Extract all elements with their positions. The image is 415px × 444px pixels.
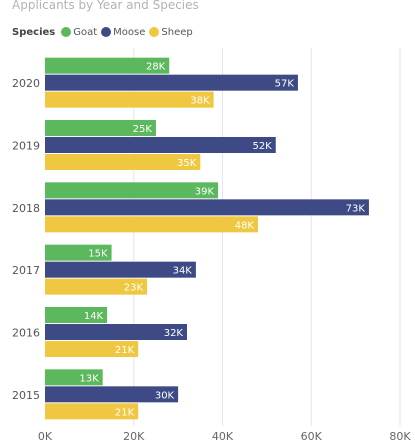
- data-label-moose-2018: 73K: [346, 203, 366, 214]
- data-label-goat-2017: 15K: [88, 249, 108, 260]
- bar-goat-2015: [45, 369, 103, 386]
- bar-sheep-2017: [45, 278, 148, 295]
- bar-goat-2018: [45, 182, 219, 199]
- bar-moose-2020: [45, 74, 298, 91]
- bar-moose-2017: [45, 261, 196, 278]
- bar-moose-2015: [45, 386, 179, 403]
- legend-label-goat: Goat: [73, 26, 98, 38]
- bar-sheep-2018: [45, 216, 258, 233]
- bar-sheep-2015: [45, 403, 139, 420]
- legend-item-moose[interactable]: Moose: [101, 27, 145, 38]
- data-label-sheep-2017: 23K: [124, 283, 144, 294]
- data-label-sheep-2016: 21K: [115, 345, 135, 356]
- bar-sheep-2016: [45, 341, 139, 357]
- data-label-moose-2019: 52K: [252, 141, 272, 152]
- chart-title: Applicants by Year and Species: [12, 0, 199, 12]
- x-tick-label-40K: 40K: [212, 430, 234, 443]
- data-label-goat-2016: 14K: [84, 311, 104, 322]
- data-label-goat-2020: 28K: [146, 62, 166, 73]
- y-tick-label-2016: 2016: [12, 327, 40, 340]
- legend-title: Species: [12, 26, 56, 38]
- legend-item-goat[interactable]: Goat: [61, 27, 97, 38]
- data-label-moose-2016: 32K: [164, 328, 184, 339]
- legend-item-sheep[interactable]: Sheep: [149, 26, 193, 38]
- legend-label-moose: Moose: [113, 26, 146, 38]
- x-tick-label-0K: 0K: [38, 430, 53, 443]
- data-label-moose-2020: 57K: [275, 79, 295, 90]
- x-tick-label-80K: 80K: [389, 430, 411, 443]
- bar-chart: 0K 20K 40K 60K 80K 2020 28K 57K 38K 2019 25K 52K 35K…: [12, 48, 411, 443]
- data-label-goat-2019: 25K: [133, 124, 153, 135]
- y-tick-label-2018: 2018: [12, 202, 40, 215]
- bar-moose-2019: [45, 137, 276, 153]
- data-label-sheep-2020: 38K: [190, 96, 210, 107]
- data-label-goat-2018: 39K: [195, 186, 215, 197]
- bar-goat-2017: [45, 244, 112, 261]
- data-label-moose-2015: 30K: [155, 390, 175, 401]
- legend-swatch-moose: [101, 27, 112, 37]
- legend-label-sheep: Sheep: [161, 26, 193, 38]
- legend-swatch-sheep: [149, 27, 160, 37]
- bar-moose-2016: [45, 324, 187, 340]
- data-label-goat-2015: 13K: [79, 373, 99, 384]
- x-tick-label-60K: 60K: [301, 430, 323, 443]
- bar-moose-2018: [45, 199, 369, 216]
- legend: Species Goat Moose Sheep: [12, 25, 197, 39]
- bar-sheep-2020: [45, 91, 214, 108]
- bar-sheep-2019: [45, 154, 201, 170]
- y-tick-label-2015: 2015: [12, 389, 40, 402]
- data-label-sheep-2019: 35K: [177, 158, 197, 169]
- y-tick-label-2019: 2019: [12, 140, 40, 153]
- x-tick-label-20K: 20K: [123, 430, 145, 443]
- legend-swatch-goat: [61, 27, 72, 37]
- bar-goat-2019: [45, 120, 156, 136]
- y-tick-label-2020: 2020: [12, 77, 40, 90]
- y-tick-label-2017: 2017: [12, 264, 40, 277]
- bar-goat-2020: [45, 57, 170, 74]
- data-label-sheep-2015: 21K: [115, 407, 135, 418]
- bar-goat-2016: [45, 307, 108, 323]
- data-label-sheep-2018: 48K: [235, 220, 255, 231]
- data-label-moose-2017: 34K: [173, 266, 193, 277]
